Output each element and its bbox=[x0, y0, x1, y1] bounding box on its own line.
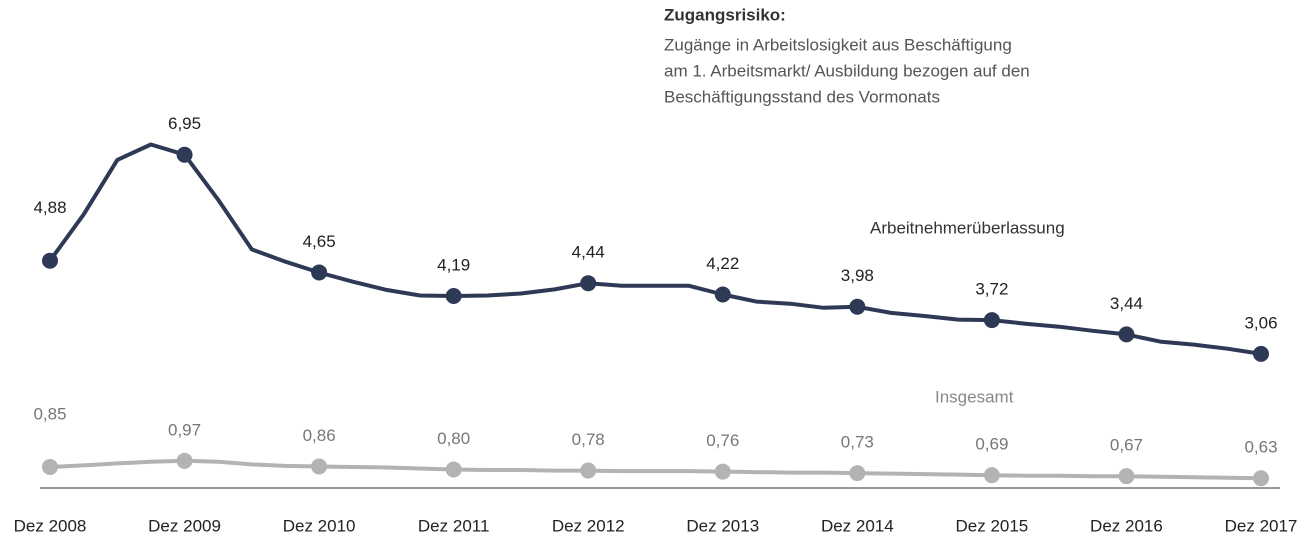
data-label: 3,44 bbox=[1110, 294, 1143, 313]
data-label: 0,86 bbox=[303, 426, 336, 445]
data-point bbox=[445, 461, 462, 478]
x-tick-label: Dez 2008 bbox=[14, 516, 87, 535]
data-label: 3,98 bbox=[841, 266, 874, 285]
annotation-line: Zugänge in Arbeitslosigkeit aus Beschäft… bbox=[664, 35, 1012, 54]
x-tick-label: Dez 2011 bbox=[418, 516, 490, 535]
data-point bbox=[580, 275, 597, 292]
x-tick-label: Dez 2009 bbox=[148, 516, 221, 535]
annotation-line: Beschäftigungsstand des Vormonats bbox=[664, 87, 940, 106]
series-line bbox=[49, 458, 1262, 481]
data-label: 4,65 bbox=[303, 232, 336, 251]
data-point bbox=[849, 298, 866, 315]
series-label: Arbeitnehmerüberlassung bbox=[870, 218, 1065, 237]
data-point bbox=[580, 462, 597, 479]
data-label: 0,97 bbox=[168, 420, 201, 439]
data-label: 0,76 bbox=[706, 431, 739, 450]
data-label: 4,88 bbox=[33, 198, 66, 217]
data-point bbox=[983, 312, 1000, 329]
data-label: 0,73 bbox=[841, 433, 874, 452]
data-point bbox=[1118, 468, 1135, 485]
data-point bbox=[311, 458, 328, 475]
data-label: 0,85 bbox=[33, 404, 66, 423]
annotation-title: Zugangsrisiko: bbox=[664, 5, 786, 24]
data-point bbox=[714, 286, 731, 303]
x-tick-label: Dez 2016 bbox=[1090, 516, 1163, 535]
data-point bbox=[1118, 326, 1135, 343]
data-label: 0,63 bbox=[1244, 438, 1277, 457]
data-label: 0,78 bbox=[572, 430, 605, 449]
data-label: 0,67 bbox=[1110, 436, 1143, 455]
data-point bbox=[445, 288, 462, 305]
data-point bbox=[176, 452, 193, 469]
series-label: Insgesamt bbox=[935, 387, 1014, 406]
data-label: 4,44 bbox=[572, 243, 605, 262]
data-point bbox=[42, 458, 58, 475]
data-label: 3,06 bbox=[1244, 313, 1277, 332]
data-point bbox=[1253, 470, 1269, 487]
x-tick-label: Dez 2013 bbox=[686, 516, 759, 535]
data-label: 0,69 bbox=[975, 435, 1008, 454]
data-point bbox=[42, 252, 58, 269]
data-point bbox=[1253, 345, 1269, 362]
data-label: 3,72 bbox=[975, 280, 1008, 299]
data-point bbox=[176, 146, 193, 163]
data-label: 4,22 bbox=[706, 254, 739, 273]
data-point bbox=[311, 264, 328, 281]
series-line bbox=[48, 142, 1262, 356]
data-label: 6,95 bbox=[168, 114, 201, 133]
data-label: 0,80 bbox=[437, 429, 470, 448]
x-tick-label: Dez 2014 bbox=[821, 516, 894, 535]
annotation-line: am 1. Arbeitsmarkt/ Ausbildung bezogen a… bbox=[664, 61, 1030, 80]
data-point bbox=[849, 465, 866, 482]
data-label: 4,19 bbox=[437, 255, 470, 274]
x-tick-label: Dez 2015 bbox=[955, 516, 1028, 535]
data-point bbox=[714, 463, 731, 480]
x-tick-label: Dez 2017 bbox=[1225, 516, 1298, 535]
x-tick-label: Dez 2010 bbox=[283, 516, 356, 535]
x-tick-label: Dez 2012 bbox=[552, 516, 625, 535]
data-point bbox=[983, 467, 1000, 484]
